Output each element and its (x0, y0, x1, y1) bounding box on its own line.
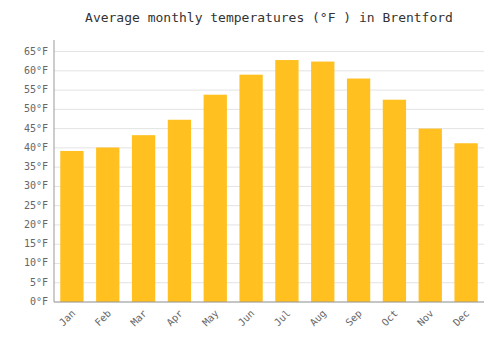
bar (383, 100, 406, 302)
y-tick-labels: 0°F 5°F 10°F 15°F 20°F 25°F 30°F 35°F 40°F 45°F 50… (24, 46, 48, 307)
y-tick-label: 0°F (30, 296, 48, 307)
grid-line (54, 90, 484, 91)
y-tick-label: 5°F (30, 277, 48, 288)
x-tick-label: Mar (128, 308, 149, 329)
bar (204, 95, 227, 302)
y-tick-label: 20°F (24, 219, 48, 230)
bar (347, 79, 370, 302)
chart-container: 0°F 5°F 10°F 15°F 20°F 25°F 30°F 35°F 40°F 45°F 50… (0, 0, 500, 350)
y-tick-label: 15°F (24, 238, 48, 249)
grid-line (54, 70, 484, 71)
bar (96, 147, 119, 302)
y-tick-label: 40°F (24, 142, 48, 153)
grid-line (54, 51, 484, 52)
x-tick-label: Jul (272, 308, 293, 329)
bar (239, 75, 262, 302)
x-tick-labels: Jan Feb Mar Apr May Jun Jul Aug Sep Oct Nov Dec (57, 308, 472, 329)
y-tick-label: 35°F (24, 161, 48, 172)
y-tick-label: 45°F (24, 123, 48, 134)
x-tick-label: Nov (415, 308, 436, 329)
x-tick-label: Jan (57, 308, 78, 329)
x-tick-label: Jun (236, 308, 257, 329)
y-tick-label: 55°F (24, 84, 48, 95)
bar (419, 129, 442, 302)
x-tick-label: May (200, 308, 221, 329)
bar (60, 151, 83, 302)
x-axis-line (54, 302, 484, 303)
bar (275, 60, 298, 302)
title: Average monthly temperatures (°F ) in Br… (85, 10, 453, 25)
y-tick-label: 60°F (24, 65, 48, 76)
y-tick-label: 50°F (24, 103, 48, 114)
y-tick-label: 65°F (24, 46, 48, 57)
x-tick-label: Oct (379, 308, 400, 329)
y-axis-line (54, 40, 55, 302)
grid-line (54, 109, 484, 110)
y-tick-label: 10°F (24, 257, 48, 268)
grid-line (54, 302, 484, 303)
x-tick-label: Apr (164, 308, 185, 329)
grid (54, 52, 484, 302)
x-tick-label: Feb (93, 308, 114, 329)
x-tick-label: Sep (343, 308, 364, 329)
bar (311, 62, 334, 302)
bar (132, 135, 155, 302)
bar (454, 143, 477, 302)
y-tick-label: 30°F (24, 180, 48, 191)
x-tick-label: Aug (308, 308, 329, 329)
bar (168, 120, 191, 302)
chart-svg: 0°F 5°F 10°F 15°F 20°F 25°F 30°F 35°F 40°F 45°F 50… (0, 0, 500, 350)
bars (60, 60, 477, 302)
x-tick-label: Dec (451, 308, 472, 329)
y-tick-label: 25°F (24, 200, 48, 211)
